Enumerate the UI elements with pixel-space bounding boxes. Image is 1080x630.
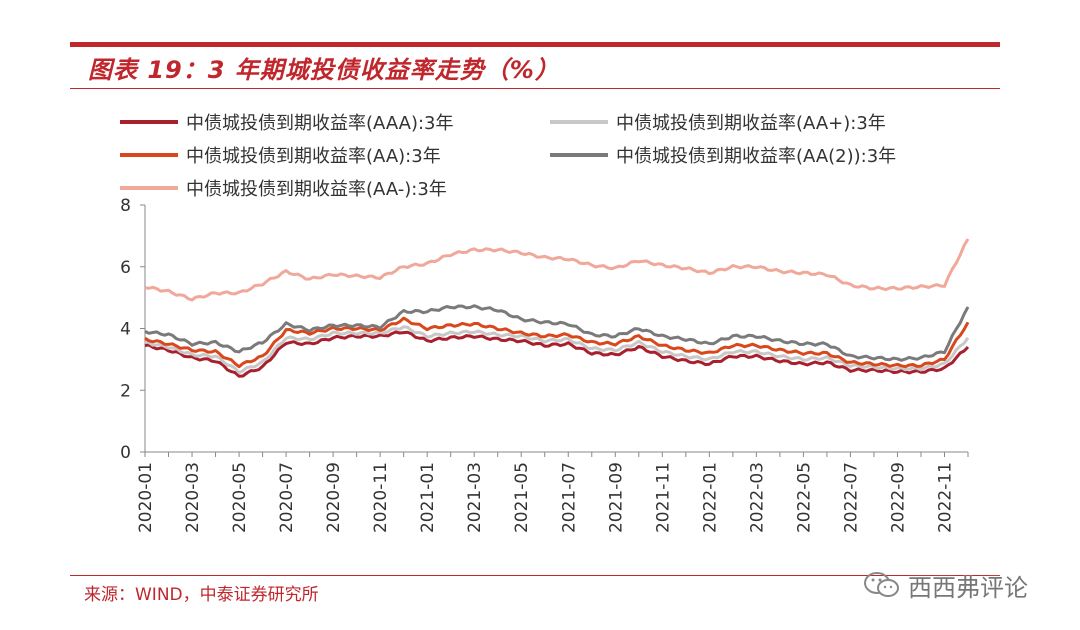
x-tick-label: 2020-01 bbox=[136, 462, 156, 533]
legend-label: 中债城投债到期收益率(AA):3年 bbox=[186, 146, 441, 167]
x-tick-label: 2021-01 bbox=[418, 462, 438, 533]
watermark: 西西弗评论 bbox=[862, 568, 1028, 602]
title-top-rule bbox=[70, 42, 1000, 47]
y-tick-label: 2 bbox=[120, 381, 131, 401]
x-tick-label: 2021-03 bbox=[465, 462, 485, 533]
wechat-icon bbox=[864, 572, 899, 597]
x-tick-label: 2022-03 bbox=[747, 462, 767, 533]
x-tick-label: 2021-11 bbox=[653, 462, 673, 533]
legend-label: 中债城投债到期收益率(AAA):3年 bbox=[186, 113, 454, 134]
x-tick-label: 2020-03 bbox=[183, 462, 203, 533]
series-line bbox=[144, 316, 970, 369]
x-tick-label: 2022-07 bbox=[841, 462, 861, 533]
legend-label: 中债城投债到期收益率(AA+):3年 bbox=[616, 113, 886, 134]
title-bottom-rule bbox=[70, 88, 1000, 89]
x-tick-label: 2020-11 bbox=[371, 462, 391, 533]
source-note: 来源：WIND，中泰证券研究所 bbox=[84, 585, 319, 605]
x-tick-label: 2020-07 bbox=[277, 462, 297, 533]
series-line bbox=[144, 325, 970, 375]
series-line bbox=[144, 238, 970, 302]
y-tick-label: 0 bbox=[120, 443, 131, 463]
y-tick-label: 4 bbox=[120, 320, 131, 340]
y-tick-label: 6 bbox=[120, 258, 131, 278]
x-tick-label: 2020-09 bbox=[324, 462, 344, 533]
series-line bbox=[144, 304, 970, 362]
x-tick-label: 2021-09 bbox=[606, 462, 626, 533]
watermark-text: 西西弗评论 bbox=[908, 573, 1028, 602]
series-line bbox=[144, 330, 970, 378]
legend-label: 中债城投债到期收益率(AA(2)):3年 bbox=[616, 146, 896, 167]
x-tick-label: 2022-09 bbox=[888, 462, 908, 533]
source-rule bbox=[70, 575, 1000, 576]
x-tick-label: 2021-05 bbox=[512, 462, 532, 533]
x-tick-label: 2022-05 bbox=[794, 462, 814, 533]
x-tick-label: 2022-11 bbox=[935, 462, 955, 533]
x-tick-label: 2022-01 bbox=[700, 462, 720, 533]
chart-title: 图表 19：3 年期城投债收益率走势（%） bbox=[88, 56, 560, 84]
x-tick-label: 2021-07 bbox=[559, 462, 579, 533]
y-tick-label: 8 bbox=[120, 196, 131, 216]
legend-label: 中债城投债到期收益率(AA-):3年 bbox=[186, 179, 447, 200]
x-tick-label: 2020-05 bbox=[230, 462, 250, 533]
